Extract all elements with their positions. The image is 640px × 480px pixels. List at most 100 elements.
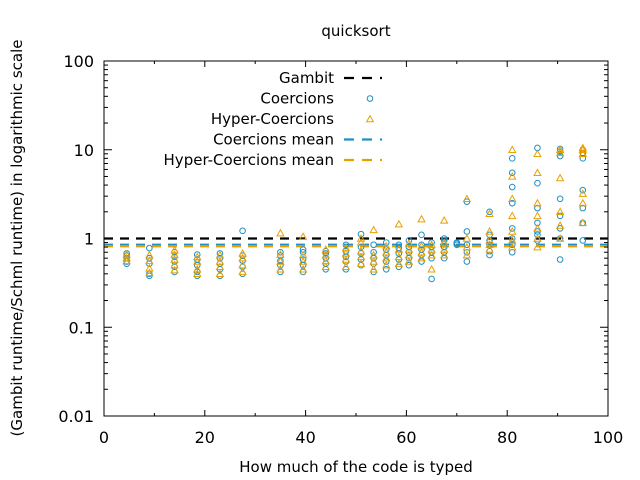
legend: Gambit Coercions Hyper-Coercions Coercions … [164,69,382,169]
hyper-point [145,268,154,277]
hyper-point [533,211,542,220]
hyper-point [485,236,494,244]
hyper-point [341,248,351,257]
y-tick-label: 10 [74,141,94,160]
coercions-point [382,239,390,246]
hyper-point [238,248,247,257]
hyper-point [170,265,179,274]
coercions-point [440,237,448,244]
x-tick-label: 80 [497,428,517,447]
hyper-point [555,234,565,242]
hyper-point [533,149,542,158]
hyper-point [533,198,542,207]
hyper-point [276,264,285,273]
hyper-point [145,256,154,265]
coercions-point [405,261,413,269]
hyper-point [321,250,331,259]
coercions-point [463,228,471,235]
coercions-point [370,248,377,256]
plot-frame [103,60,609,417]
coercions-point [357,243,365,251]
coercions-point [299,248,307,256]
coercions-point [579,237,587,244]
coercions-point [428,275,435,283]
hyper-point [462,234,472,242]
hyper-point [439,245,449,253]
coercions-point [508,199,516,207]
hyper-point [404,257,414,265]
hyper-point [170,255,179,263]
coercions-point [405,237,413,244]
coercions-point [322,250,330,257]
hyper-point [485,240,494,248]
hyper-point [507,145,517,153]
hyper-point [145,264,154,272]
coercions-point [370,241,377,249]
hyper-point [356,246,366,255]
hyper-point [276,228,285,237]
x-axis-title: How much of the code is typed [239,458,472,476]
hyper-point [427,250,436,259]
coercions-point [277,248,284,256]
hyper-point [298,264,308,273]
coercions-point [357,230,365,238]
hyper-point [578,189,588,197]
hyper-point [381,241,391,250]
hyper-point [215,250,225,259]
hyper-point [427,245,436,253]
coercions-point [556,212,564,220]
hyper-point [507,236,517,244]
hyper-point [555,145,565,153]
legend-swatch [365,114,375,123]
coercions-point [508,155,516,162]
y-tick-label: 1 [84,230,94,249]
legend-label: Hyper-Coercions mean [164,151,334,169]
coercions-point [216,250,224,257]
hyper-point [578,145,588,153]
coercions-point [579,186,587,194]
hyper-point [394,219,404,228]
coercions-point [418,258,425,265]
hyper-point [298,257,308,265]
hyper-point [341,255,351,263]
hyper-point [122,253,131,262]
y-tick-label: 0.1 [69,318,94,337]
coercions-point [146,244,153,252]
hyper-point [170,245,179,254]
coercions-point [440,243,448,251]
hyper-point [555,207,565,216]
data-points [122,143,588,283]
chart-title: quicksort [321,22,390,40]
legend-label: Coercions [260,90,334,108]
y-axis: 0.01 0.1 1 10 100 [58,52,608,426]
hyper-point [485,227,494,235]
coercions-point [382,246,390,253]
hyper-point [404,245,414,253]
hyper-point [321,256,331,265]
hyper-point [381,247,391,256]
hyper-point [417,253,426,262]
coercions-point [239,227,246,235]
coercions-point [463,241,471,249]
hyper-point [369,250,378,259]
hyper-point [381,253,391,262]
hyper-point [170,260,179,269]
hyper-point [321,245,331,253]
hyper-point [578,149,588,158]
hyper-point [192,264,202,273]
hyper-point [462,242,472,251]
hyper-point [145,250,154,259]
hyper-point [192,257,202,265]
x-tick-label: 100 [593,428,624,447]
hyper-point [394,259,404,267]
hyper-point [417,241,426,250]
hyper-point [341,243,351,252]
hyper-point [276,250,285,258]
hyper-point [404,238,414,247]
coercions-point [534,231,541,239]
hyper-point [215,257,225,265]
hyper-point [578,218,588,227]
hyper-point [507,194,517,203]
coercions-point [395,241,403,249]
y-tick-label: 100 [63,52,94,71]
